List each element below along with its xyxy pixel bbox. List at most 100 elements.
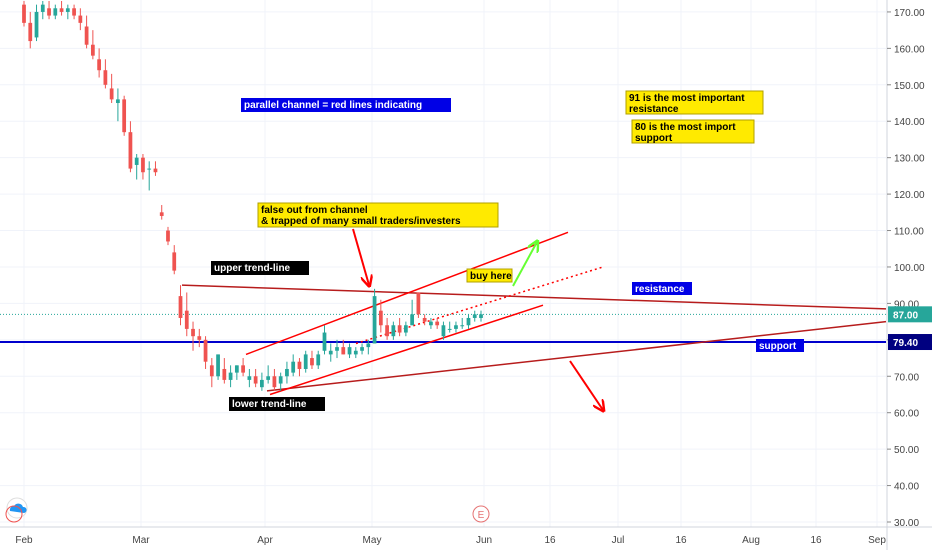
candle-body	[90, 44, 95, 56]
candle	[72, 4, 76, 20]
note-support-text: support	[759, 341, 797, 352]
down-arrow	[569, 360, 603, 410]
candle	[172, 245, 177, 275]
time-tick-label: Aug	[742, 535, 760, 546]
candle-body	[435, 321, 440, 326]
candle-body	[260, 379, 264, 388]
candle	[272, 368, 277, 391]
candle	[266, 365, 271, 384]
candle-body	[378, 310, 383, 326]
note-parallel-channel-bg	[241, 98, 451, 112]
candle-body	[65, 8, 70, 12]
candle-body	[454, 325, 458, 329]
candle	[335, 339, 339, 359]
candle	[454, 321, 458, 333]
tradingview-logo-icon	[6, 497, 28, 519]
candle	[378, 299, 383, 333]
candle-body	[166, 230, 170, 242]
candle	[97, 48, 102, 78]
candle-body	[441, 325, 446, 337]
candle-body	[316, 354, 321, 366]
time-tick-label: Jun	[476, 535, 492, 546]
support-price-badge: 79.40	[888, 334, 932, 351]
candles-layer	[22, 1, 483, 391]
last-price-badge: 87.00	[888, 306, 932, 323]
candle-body	[347, 347, 352, 355]
candle-body	[397, 325, 402, 333]
note-support: support	[756, 339, 804, 352]
price-tick-label: 60.00	[894, 409, 919, 420]
candle	[472, 310, 477, 322]
candle-body	[222, 368, 227, 380]
candle	[109, 73, 114, 104]
candle-body	[416, 292, 421, 315]
event-marker-circle	[472, 505, 490, 523]
candle	[441, 321, 446, 340]
candle	[22, 1, 26, 27]
candle-body	[335, 347, 339, 351]
candle	[203, 336, 208, 369]
candle-body	[253, 376, 258, 384]
note-buy-here-line: buy here	[470, 271, 512, 282]
note-false-out-line: & trapped of many small traders/invester…	[261, 216, 461, 227]
candle	[153, 161, 158, 176]
price-tick-label: 40.00	[894, 482, 919, 493]
candle-body	[197, 336, 202, 340]
note-upper-trendline-text: upper trend-line	[214, 263, 291, 274]
candle	[59, 1, 64, 16]
note-false-out-line: false out from channel	[261, 205, 368, 216]
candle-body	[191, 328, 195, 337]
time-tick-label: Feb	[15, 535, 33, 546]
candle	[234, 365, 239, 380]
candle-body	[385, 325, 389, 337]
candle	[341, 339, 346, 355]
price-tick-label: 150.00	[894, 81, 925, 92]
candle	[416, 292, 421, 318]
time-tick-label: 16	[544, 535, 556, 546]
candle-body	[241, 365, 245, 373]
candle-body	[266, 376, 271, 380]
candle	[166, 226, 170, 246]
candle	[360, 343, 364, 355]
candle-body	[184, 310, 189, 329]
note-important-resistance-text: 91 is the most important resistance	[629, 93, 745, 115]
note-support-bg	[756, 339, 804, 352]
time-tick-label: Sep	[868, 535, 886, 546]
candle-body	[47, 8, 51, 16]
candle	[310, 350, 314, 369]
note-parallel-channel-line: parallel channel = red lines indicating	[244, 100, 422, 111]
candle	[53, 4, 58, 20]
price-tick-label: 140.00	[894, 117, 925, 128]
note-parallel-channel-text: parallel channel = red lines indicating	[244, 100, 422, 111]
candle	[260, 372, 264, 391]
price-tick-label: 120.00	[894, 190, 925, 201]
logo-ring-icon	[5, 505, 23, 523]
upper-trendline	[181, 284, 887, 310]
note-important-resistance-line: resistance	[629, 104, 679, 115]
candle-body	[34, 11, 39, 38]
candle	[422, 314, 427, 326]
candle-body	[216, 354, 220, 377]
candle	[303, 350, 308, 373]
candle-body	[28, 22, 33, 42]
note-lower-trendline-text: lower trend-line	[232, 399, 307, 410]
candle	[366, 339, 371, 355]
candle	[209, 358, 214, 388]
candle-body	[84, 26, 89, 45]
candle-body	[53, 8, 58, 16]
candle-body	[22, 4, 26, 23]
note-important-support-bg	[631, 119, 755, 144]
channel-lower-line	[269, 304, 544, 396]
candle-body	[297, 361, 302, 369]
candle	[397, 317, 402, 337]
candle	[322, 325, 327, 355]
candle-body	[291, 361, 296, 373]
price-tick-label: 160.00	[894, 44, 925, 55]
candle-body	[247, 376, 252, 380]
candle	[90, 30, 95, 60]
candle	[184, 292, 189, 337]
candle-body	[203, 339, 208, 362]
